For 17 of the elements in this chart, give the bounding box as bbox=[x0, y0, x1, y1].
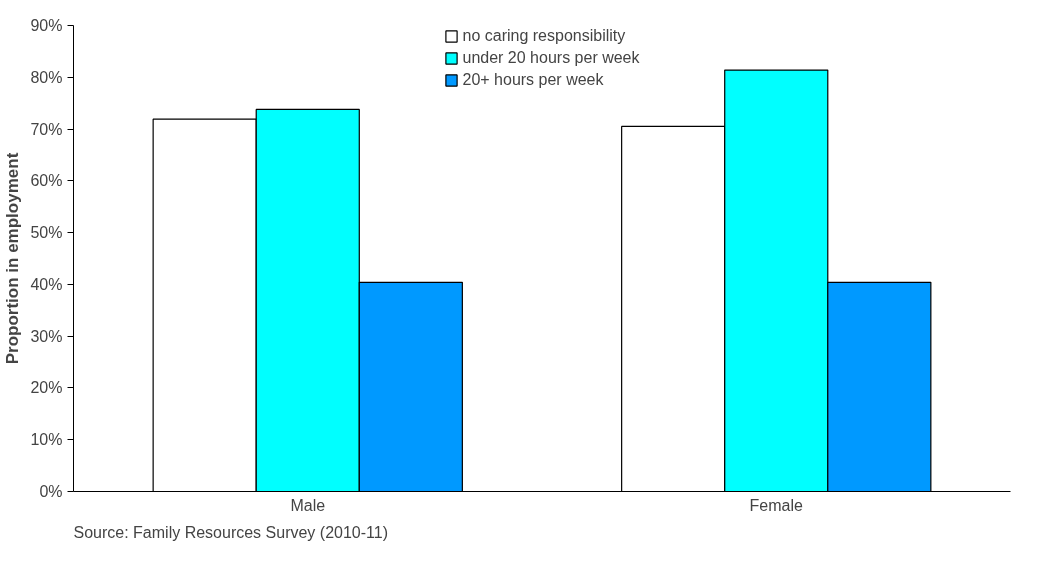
y-tick-label: 50% bbox=[30, 224, 63, 242]
y-tick-label: 20% bbox=[30, 379, 63, 397]
legend-label: 20+ hours per week bbox=[462, 71, 604, 89]
y-tick-label: 80% bbox=[30, 68, 63, 86]
y-tick-label: 60% bbox=[30, 172, 63, 190]
y-tick-label: 70% bbox=[30, 120, 63, 138]
legend-label: under 20 hours per week bbox=[462, 49, 640, 67]
y-axis-title: Proportion in employment bbox=[3, 152, 23, 365]
y-tick-label: 40% bbox=[30, 275, 63, 293]
x-tick-label: Male bbox=[290, 496, 326, 514]
legend-label: no caring responsibility bbox=[462, 27, 626, 45]
source-note: Source: Family Resources Survey (2010-11) bbox=[73, 523, 388, 541]
x-tick-label: Female bbox=[749, 496, 804, 514]
y-tick-label: 90% bbox=[30, 17, 63, 34]
y-tick-label: 0% bbox=[39, 483, 63, 500]
y-tick-label: 10% bbox=[30, 431, 63, 449]
y-tick-label: 30% bbox=[30, 327, 63, 345]
